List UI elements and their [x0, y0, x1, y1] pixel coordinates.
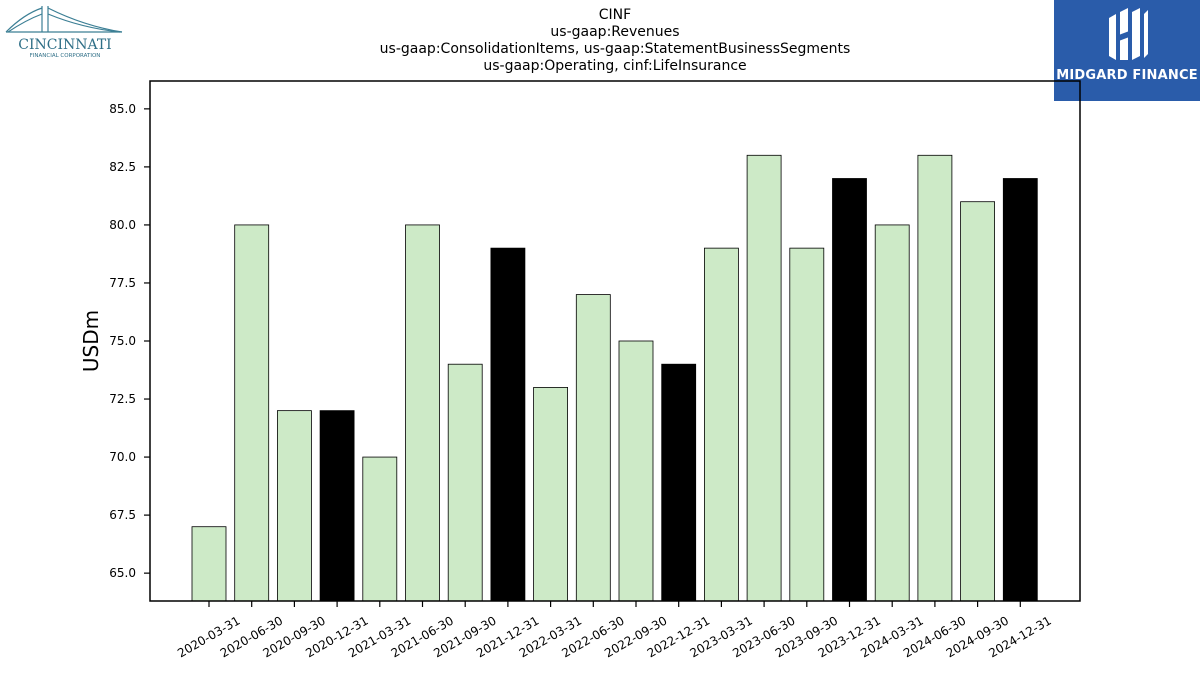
bar-2022-09-30: [618, 340, 654, 602]
chart-title-line-2: us-gaap:Revenues: [550, 24, 680, 40]
chart-title-line-3: us-gaap:ConsolidationItems, us-gaap:Stat…: [379, 41, 851, 57]
bar-2021-12-31: [490, 247, 526, 602]
bars-layer: [191, 154, 1038, 602]
midgard-mark-icon: [1109, 8, 1148, 60]
chart-title-line-4: us-gaap:Operating, cinf:LifeInsurance: [483, 58, 747, 74]
chart-title-line-1: CINF: [598, 7, 632, 23]
bar-2024-12-31: [1002, 178, 1038, 602]
bar-2024-06-30: [917, 154, 953, 602]
cincinnati-financial-logo: CINCINNATI FINANCIAL CORPORATION: [5, 6, 123, 59]
y-tick-label: 65.0: [109, 566, 136, 580]
bar-2022-12-31: [661, 363, 697, 602]
bar-2020-09-30: [276, 410, 312, 602]
y-axis-label: USDm: [79, 310, 103, 372]
bar-2023-09-30: [789, 247, 825, 602]
bar-2020-06-30: [234, 224, 270, 602]
y-tick-label: 67.5: [109, 508, 136, 522]
logo-subtitle: FINANCIAL CORPORATION: [30, 53, 101, 59]
y-tick-label: 80.0: [109, 218, 136, 232]
bar-2020-12-31: [319, 410, 355, 602]
brand-name: MIDGARD FINANCE: [1056, 68, 1198, 83]
y-tick-label: 75.0: [109, 334, 136, 348]
y-tick-label: 72.5: [109, 392, 136, 406]
bar-2024-03-31: [874, 224, 910, 602]
y-tick-label: 77.5: [109, 276, 136, 290]
bar-2022-03-31: [533, 387, 568, 602]
bar-2020-03-31: [191, 526, 227, 602]
bar-2021-03-31: [362, 456, 398, 602]
x-axis: 2020-03-312020-06-302020-09-302020-12-31…: [175, 601, 1054, 660]
bar-2022-06-30: [575, 294, 611, 602]
bar-2021-06-30: [405, 224, 440, 602]
bar-2024-09-30: [960, 201, 995, 602]
bar-2023-12-31: [832, 178, 867, 602]
bar-2023-06-30: [746, 154, 782, 602]
y-tick-label: 82.5: [109, 160, 136, 174]
y-tick-label: 85.0: [109, 102, 136, 116]
chart-title-block: CINF us-gaap:Revenues us-gaap:Consolidat…: [0, 0, 1200, 75]
bar-2021-09-30: [447, 363, 483, 602]
midgard-finance-logo: MIDGARD FINANCE: [1054, 0, 1200, 101]
logo-wordmark: CINCINNATI: [18, 37, 111, 53]
bar-2023-03-31: [704, 247, 739, 602]
y-axis: 65.0 67.5 70.0 72.5 75.0 77.5 80.0 82.5 85.0: [109, 102, 150, 580]
bridge-icon: [5, 6, 123, 33]
y-tick-label: 70.0: [109, 450, 136, 464]
